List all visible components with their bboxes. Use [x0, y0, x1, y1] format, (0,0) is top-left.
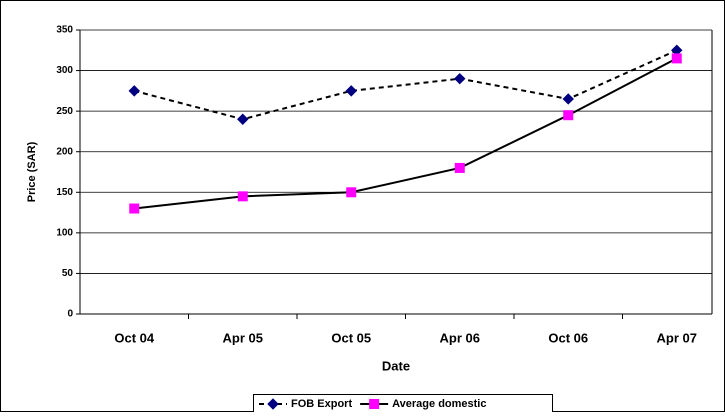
- y-tick-label: 150: [56, 187, 73, 198]
- legend-marker: [267, 398, 279, 410]
- x-tick-label: Oct 06: [548, 330, 588, 345]
- data-point: [345, 85, 357, 97]
- data-point: [563, 110, 574, 121]
- y-tick-label: 200: [56, 146, 73, 157]
- y-tick-label: 50: [62, 268, 74, 279]
- series-line: [134, 57, 678, 210]
- data-point: [237, 191, 248, 202]
- legend: FOB Export Average domestic: [253, 394, 553, 413]
- y-tick-label: 250: [56, 106, 73, 117]
- x-tick-label: Apr 06: [440, 330, 480, 345]
- series-line: [133, 49, 678, 121]
- legend-label: Average domestic: [392, 398, 486, 410]
- y-tick-label: 350: [56, 25, 73, 36]
- y-tick-label: 100: [56, 227, 73, 238]
- data-point: [562, 93, 574, 105]
- x-tick-label: Oct 04: [114, 330, 155, 345]
- x-tick-label: Apr 05: [223, 330, 263, 345]
- data-point: [346, 187, 357, 198]
- y-tick-label: 300: [56, 65, 73, 76]
- x-axis-label: Date: [382, 358, 410, 373]
- data-point: [454, 162, 465, 173]
- data-point: [128, 85, 140, 97]
- data-point: [237, 113, 249, 125]
- data-point: [671, 53, 682, 64]
- y-tick-label: 0: [67, 309, 73, 320]
- x-tick-label: Apr 07: [657, 330, 697, 345]
- x-tick-label: Oct 05: [331, 330, 371, 345]
- y-axis-label: Price (SAR): [26, 141, 38, 202]
- data-point: [129, 203, 140, 214]
- legend-marker: [369, 399, 380, 409]
- legend-label: FOB Export: [291, 398, 352, 410]
- data-point: [454, 72, 466, 85]
